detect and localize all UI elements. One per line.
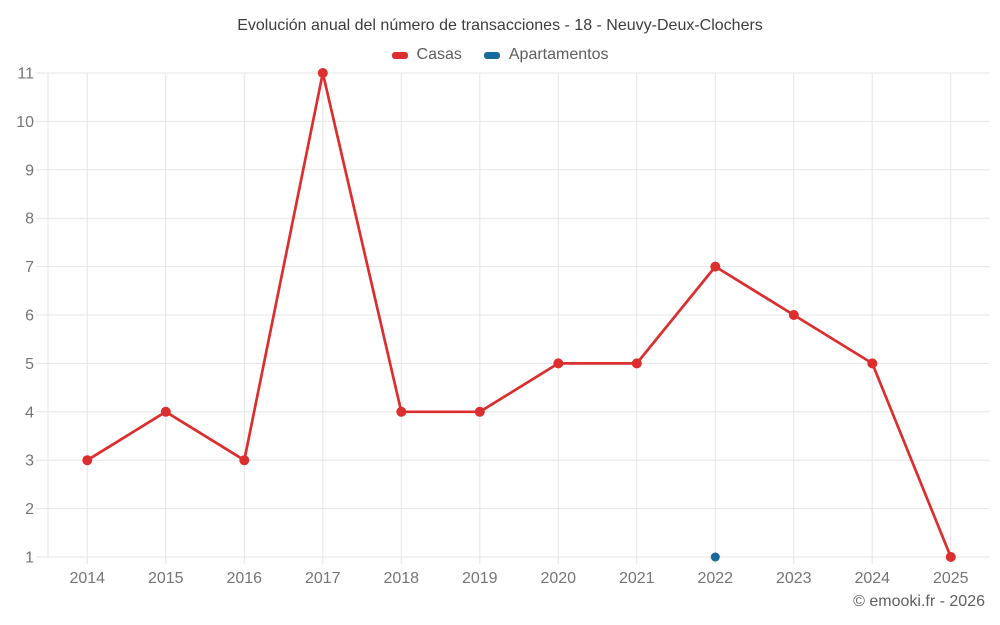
data-point-casas-2022[interactable] <box>710 261 721 272</box>
data-point-apartamentos-2022[interactable] <box>710 552 720 562</box>
x-axis-label-2023: 2023 <box>776 570 812 587</box>
legend-label-apartamentos: Apartamentos <box>508 46 609 63</box>
y-axis-label-7: 7 <box>25 259 34 276</box>
data-point-casas-2020[interactable] <box>553 358 564 369</box>
data-point-casas-2015[interactable] <box>160 406 171 417</box>
data-point-casas-2021[interactable] <box>631 358 642 369</box>
legend-swatch-apartamentos <box>483 51 500 59</box>
data-point-casas-2025[interactable] <box>945 552 956 562</box>
x-axis-label-2019: 2019 <box>462 570 498 587</box>
x-axis-label-2020: 2020 <box>540 570 576 587</box>
legend-item-apartamentos[interactable]: Apartamentos <box>483 46 609 64</box>
data-point-casas-2023[interactable] <box>788 310 799 320</box>
x-axis-label-2014: 2014 <box>69 570 105 587</box>
y-axis-label-2: 2 <box>25 501 34 518</box>
data-point-casas-2019[interactable] <box>474 406 485 417</box>
y-axis-label-11: 11 <box>17 66 34 83</box>
legend-label-casas: Casas <box>416 46 462 63</box>
legend-item-casas[interactable]: Casas <box>391 46 462 64</box>
chart-title: Evolución anual del número de transaccio… <box>237 17 763 34</box>
y-axis-label-10: 10 <box>16 114 34 131</box>
x-axis-label-2025: 2025 <box>933 570 969 587</box>
series-line-casas <box>86 71 953 558</box>
y-axis-label-1: 1 <box>25 550 34 567</box>
y-axis-label-3: 3 <box>25 453 34 470</box>
x-axis-label-2022: 2022 <box>697 570 733 587</box>
y-axis-label-9: 9 <box>25 162 34 179</box>
y-axis-label-4: 4 <box>25 404 34 421</box>
x-axis-label-2016: 2016 <box>226 570 262 587</box>
y-axis-label-6: 6 <box>25 308 34 325</box>
chart-legend: Casas Apartamentos <box>0 46 1000 64</box>
y-axis-label-5: 5 <box>25 356 34 373</box>
data-point-casas-2014[interactable] <box>82 455 93 466</box>
x-axis-label-2018: 2018 <box>383 570 419 587</box>
data-point-casas-2017[interactable] <box>317 68 328 78</box>
copyright-label: © emooki.fr - 2026 <box>853 593 985 610</box>
x-axis-label-2024: 2024 <box>854 570 890 587</box>
y-axis-label-8: 8 <box>25 211 34 228</box>
data-point-casas-2016[interactable] <box>239 455 250 466</box>
x-axis-label-2015: 2015 <box>148 570 184 587</box>
x-axis-label-2017: 2017 <box>305 570 341 587</box>
legend-swatch-casas <box>391 51 408 59</box>
data-point-casas-2018[interactable] <box>396 406 407 417</box>
x-axis-label-2021: 2021 <box>619 570 655 587</box>
data-point-casas-2024[interactable] <box>867 358 878 369</box>
